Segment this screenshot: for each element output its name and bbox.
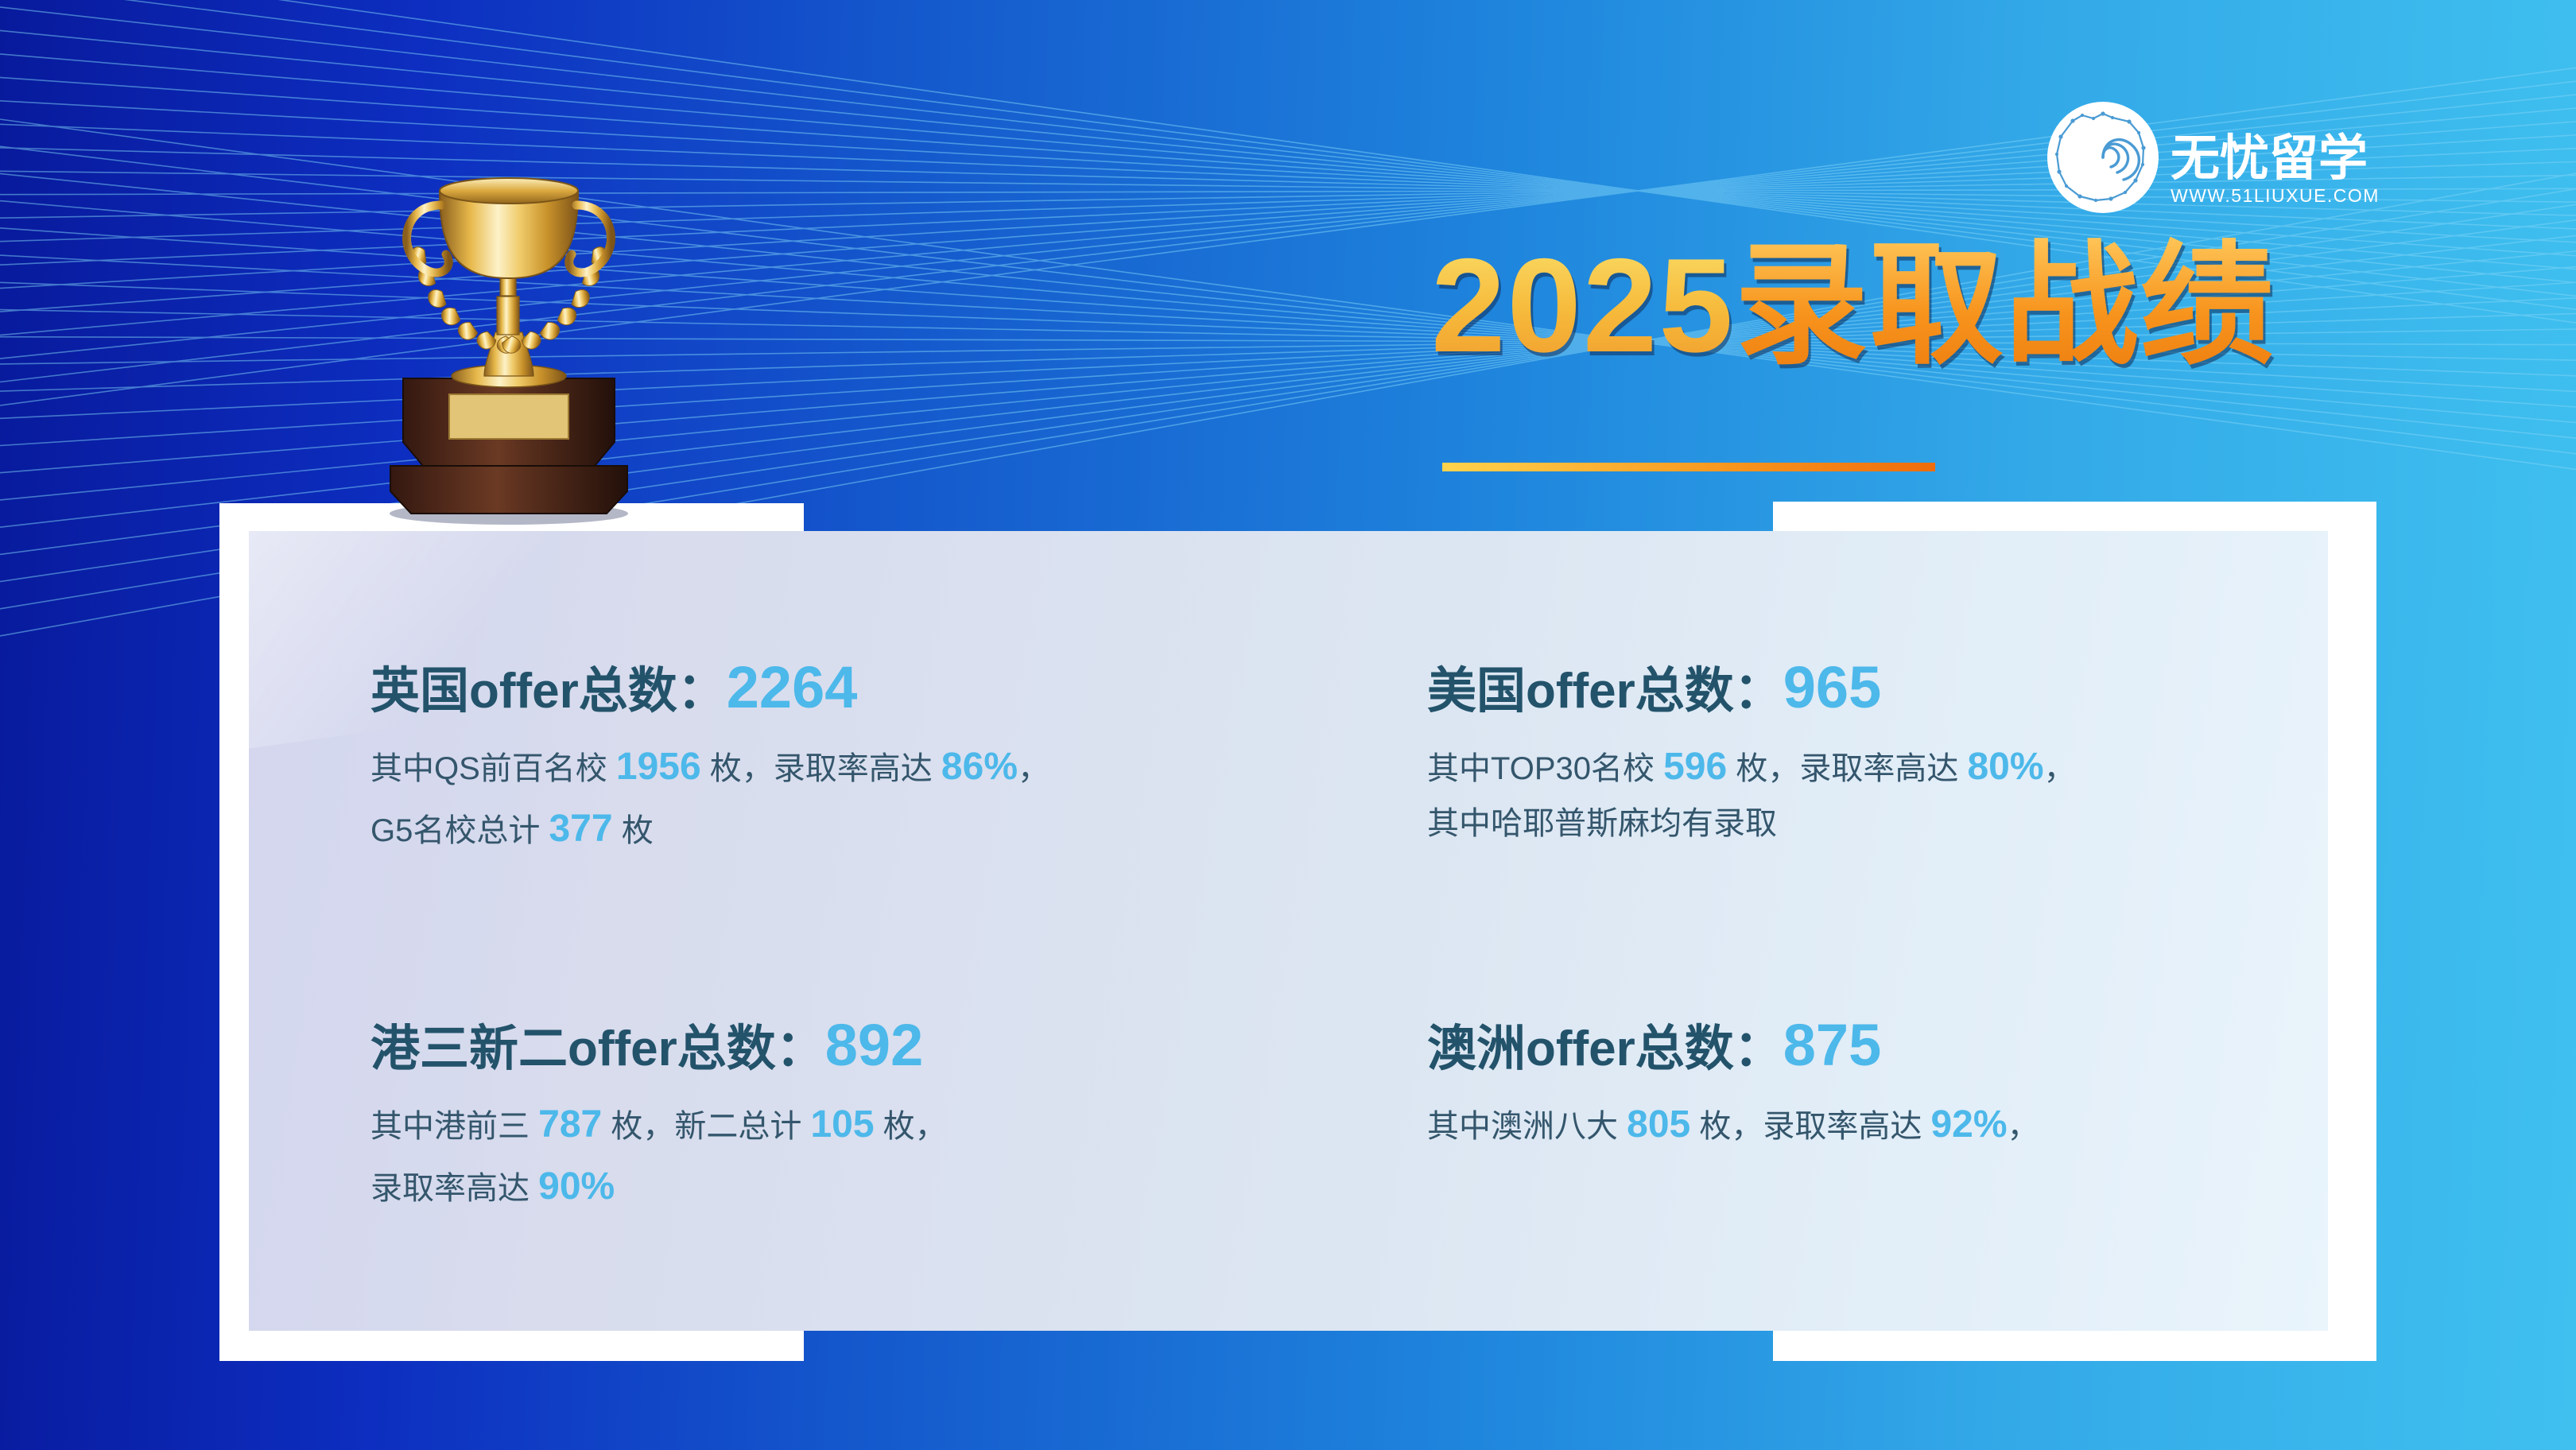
svg-text:WWW.51LIUXUE.COM: WWW.51LIUXUE.COM — [2171, 185, 2380, 206]
svg-text:无忧留学: 无忧留学 — [2171, 131, 2368, 186]
